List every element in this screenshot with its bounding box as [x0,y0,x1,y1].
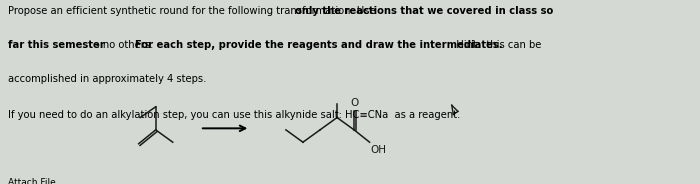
Text: If you need to do an alkylation step, you can use this alkynide salt: HC≡CNa  as: If you need to do an alkylation step, yo… [8,110,461,120]
Text: - no others.: - no others. [93,40,157,50]
Text: Propose an efficient synthetic round for the following transformation. Use: Propose an efficient synthetic round for… [8,6,379,15]
Text: accomplished in approximately 4 steps.: accomplished in approximately 4 steps. [8,74,206,84]
Text: For each step, provide the reagents and draw the intermediates.: For each step, provide the reagents and … [135,40,503,50]
Text: OH: OH [370,145,386,155]
Text: O: O [351,98,359,108]
Text: Attach File: Attach File [8,178,56,184]
Text: Hint:  this can be: Hint: this can be [450,40,542,50]
Text: far this semester: far this semester [8,40,105,50]
Text: only the reactions that we covered in class so: only the reactions that we covered in cl… [8,6,554,15]
